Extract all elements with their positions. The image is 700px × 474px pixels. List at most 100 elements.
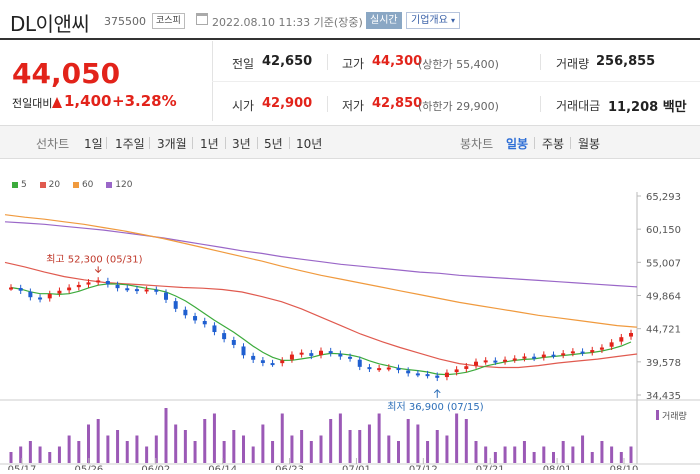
period-1w[interactable]: 1주일: [115, 137, 145, 151]
candle-body: [76, 284, 81, 288]
candle-body: [134, 289, 139, 292]
volume-bar: [222, 441, 226, 463]
volume-bar: [212, 413, 216, 463]
candle-body: [512, 358, 517, 361]
volume-bar: [445, 435, 449, 463]
candle-body: [115, 284, 120, 289]
divider: [149, 137, 150, 149]
candle-body: [241, 346, 246, 356]
period-3m[interactable]: 3개월: [157, 137, 187, 151]
x-tick-label: 08/10: [610, 464, 639, 470]
candle-body: [251, 355, 256, 360]
candle-daily[interactable]: 일봉: [506, 137, 529, 151]
candle-body: [96, 280, 101, 283]
x-tick-label: 05/17: [8, 464, 37, 470]
period-3y[interactable]: 3년: [232, 137, 251, 151]
volume-bar: [251, 446, 255, 463]
volume-bar: [610, 446, 614, 463]
candle-body: [570, 351, 575, 354]
candle-body: [328, 351, 333, 354]
calendar-icon: [196, 13, 208, 25]
volume-bar: [571, 446, 575, 463]
y-tick-label: 44,721: [646, 325, 681, 336]
volume-bar: [174, 424, 178, 463]
ma120-line: [4, 221, 638, 288]
volume-bar: [57, 446, 61, 463]
candle-body: [125, 288, 130, 291]
candle-body: [532, 356, 537, 359]
candle-body: [270, 363, 275, 366]
candle-body: [619, 337, 624, 342]
divider: [534, 137, 535, 149]
volume-bar: [319, 435, 323, 463]
volume-bar: [397, 441, 400, 463]
candle-body: [309, 353, 314, 356]
volume-bar: [367, 424, 371, 463]
low-label: 저가: [342, 99, 365, 113]
change-percent: +3.28%: [112, 92, 177, 110]
period-10y[interactable]: 10년: [296, 137, 323, 151]
volume-bar: [329, 419, 333, 463]
period-5y[interactable]: 5년: [264, 137, 283, 151]
legend-item-ma60: 60: [72, 180, 93, 190]
volume-bar: [154, 435, 158, 463]
candle-body: [396, 367, 401, 371]
candle-weekly[interactable]: 주봉: [542, 137, 565, 151]
period-1d[interactable]: 1일: [84, 137, 103, 151]
y-tick-label: 65,293: [646, 192, 681, 203]
open-label: 시가: [232, 99, 255, 113]
volume-label: 거래량: [662, 410, 687, 422]
high-label: 고가: [342, 57, 365, 71]
prev-close-label: 전일: [232, 57, 255, 71]
volume-bar: [135, 435, 139, 463]
high-annotation: 최고 52,300 (05/31): [46, 253, 142, 265]
candle-body: [164, 292, 168, 300]
candle-body: [299, 352, 304, 355]
volume-bar: [232, 430, 236, 463]
company-info-button[interactable]: 기업개요 ▾: [406, 12, 461, 29]
volume-bar: [513, 446, 517, 463]
volume-bar: [125, 441, 129, 463]
candle-body: [144, 289, 149, 292]
period-1y[interactable]: 1년: [200, 137, 219, 151]
candle-body: [319, 350, 323, 356]
candle-body: [406, 370, 411, 374]
divider: [327, 96, 328, 112]
volume-bar: [561, 441, 565, 463]
realtime-button[interactable]: 실시간: [366, 12, 402, 29]
high-value: 44,300: [372, 54, 423, 69]
volume-bar: [261, 424, 265, 463]
volume-bar: [271, 441, 275, 463]
candle-body: [580, 351, 585, 354]
candle-body: [193, 316, 198, 321]
y-tick-label: 60,150: [646, 225, 681, 236]
candle-body: [590, 350, 595, 353]
price-summary: 44,050 전일대비 1,400 +3.28% 전일 42,650 고가 44…: [0, 41, 700, 121]
candle-body: [260, 360, 265, 363]
volume-bar: [106, 435, 110, 463]
candle-body: [367, 367, 372, 370]
x-tick-label: 07/01: [342, 464, 371, 470]
volume-bar: [38, 446, 42, 463]
volume-bar: [338, 413, 342, 463]
volume-bar: [552, 452, 555, 463]
candle-body: [561, 353, 566, 356]
chart-toolbar: 선차트 1일 1주일 3개월 1년 3년 5년 10년 봉차트 일봉 주봉 월봉: [0, 125, 700, 159]
chevron-down-icon: ▾: [451, 16, 456, 25]
volume-bar: [474, 441, 478, 463]
volume-bar: [309, 441, 313, 463]
volume-bar: [493, 452, 497, 463]
candle-body: [425, 374, 430, 377]
volume-bar: [290, 435, 294, 463]
volume-bar: [542, 446, 546, 463]
volume-label: 거래량: [556, 57, 590, 71]
candle-monthly[interactable]: 월봉: [578, 137, 601, 151]
volume-bar: [203, 419, 207, 463]
line-chart-label[interactable]: 선차트: [36, 137, 70, 151]
candle-body: [154, 289, 159, 292]
volume-bar: [48, 452, 52, 463]
x-tick-label: 08/01: [543, 464, 572, 470]
candle-body: [483, 360, 488, 363]
y-tick-label: 34,435: [646, 391, 681, 402]
volume-bar: [348, 430, 352, 463]
